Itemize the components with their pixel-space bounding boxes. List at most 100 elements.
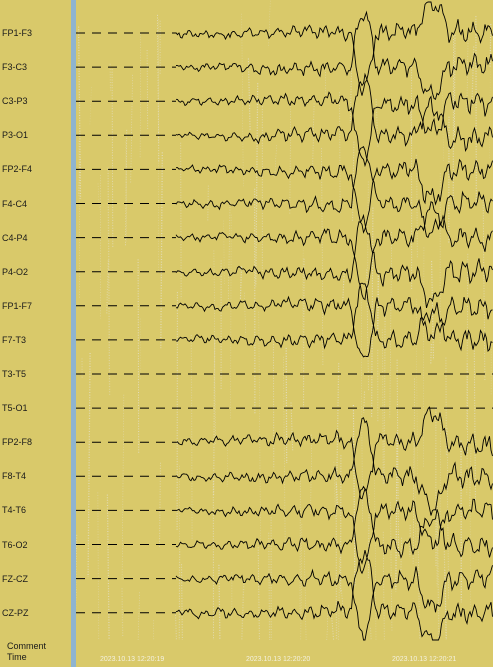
noise-stripe (138, 259, 139, 453)
noise-stripe (275, 145, 277, 177)
noise-stripe (256, 83, 258, 286)
noise-stripe (269, 1, 271, 48)
timestamp-1: 2023.10.13 12:20:19 (100, 656, 164, 663)
noise-stripe (368, 182, 369, 298)
noise-stripe (440, 412, 441, 518)
channel-label[interactable]: T4-T6 (2, 505, 26, 515)
channel-label[interactable]: T3-T5 (2, 369, 26, 379)
noise-stripe (158, 15, 159, 162)
noise-stripe (79, 141, 80, 298)
noise-stripe (76, 535, 77, 640)
noise-stripe (431, 344, 432, 365)
noise-stripe (219, 565, 220, 640)
eeg-trace-layer (76, 2, 493, 640)
noise-stripe (372, 208, 373, 418)
channel-label[interactable]: C3-P3 (2, 96, 28, 106)
noise-stripe (474, 351, 475, 500)
noise-stripe (286, 348, 287, 463)
channel-label[interactable]: F8-T4 (2, 471, 26, 481)
timestamp-2: 2023.10.13 12:20:20 (246, 656, 310, 663)
channel-label[interactable]: P3-O1 (2, 130, 28, 140)
noise-stripe (337, 363, 339, 480)
noise-stripe (147, 50, 148, 130)
noise-stripe (181, 143, 182, 299)
channel-label[interactable]: FP1-F7 (2, 301, 32, 311)
eeg-trace (176, 74, 493, 150)
noise-stripe (302, 248, 304, 377)
channel-label[interactable]: FP2-F8 (2, 437, 32, 447)
noise-stripe (290, 106, 291, 215)
eeg-plot-area[interactable]: 2023.10.13 12:20:19 2023.10.13 12:20:20 … (76, 0, 493, 667)
noise-stripe (269, 533, 270, 640)
noise-stripe (138, 592, 140, 640)
noise-stripe (79, 27, 81, 199)
noise-stripe (384, 313, 385, 484)
noise-stripe (140, 34, 141, 159)
noise-stripe (472, 47, 474, 107)
noise-stripe (231, 215, 232, 419)
channel-label[interactable]: FZ-CZ (2, 574, 28, 584)
eeg-trace (176, 550, 493, 640)
eeg-trace (176, 297, 493, 357)
channel-label[interactable]: F3-C3 (2, 62, 27, 72)
noise-stripe (350, 65, 351, 123)
noise-stripe (122, 395, 124, 580)
channel-label[interactable]: F4-C4 (2, 199, 27, 209)
noise-stripe (371, 628, 372, 640)
noise-stripe (259, 312, 261, 543)
noise-stripe (90, 87, 92, 125)
noise-stripe (131, 75, 133, 184)
timestamp-3: 2023.10.13 12:20:21 (392, 656, 456, 663)
channel-label[interactable]: FP2-F4 (2, 164, 32, 174)
channel-label[interactable]: CZ-PZ (2, 608, 29, 618)
channel-label-column: FP1-F3 F3-C3 C3-P3 P3-O1 FP2-F4 F4-C4 C4-P4 P4-… (0, 0, 70, 667)
noise-stripe (224, 221, 225, 285)
noise-stripe (490, 48, 491, 159)
eeg-trace (176, 12, 493, 99)
noise-stripe (311, 435, 312, 514)
noise-stripe (444, 551, 446, 640)
eeg-trace (176, 202, 493, 300)
noise-stripe (342, 590, 344, 615)
noise-stripe (396, 433, 397, 592)
noise-stripe (258, 547, 259, 640)
channel-label[interactable]: T6-O2 (2, 540, 28, 550)
noise-stripe (242, 581, 244, 640)
eeg-trace (176, 565, 493, 640)
noise-stripe (248, 59, 250, 131)
noise-stripe (413, 379, 415, 564)
eeg-trace (176, 2, 493, 96)
noise-stripe (98, 183, 99, 209)
noise-stripe (423, 247, 424, 466)
noise-stripe (291, 403, 293, 451)
noise-stripe (454, 35, 455, 135)
eeg-trace (176, 283, 493, 351)
eeg-waveform-canvas: 2023.10.13 12:20:19 2023.10.13 12:20:20 … (76, 0, 493, 667)
noise-stripe (108, 168, 110, 395)
channel-label[interactable]: F7-T3 (2, 335, 26, 345)
noise-stripe (390, 502, 392, 630)
noise-stripe (182, 564, 183, 640)
noise-stripe (416, 299, 417, 494)
eeg-trace (176, 92, 493, 165)
noise-stripe (161, 152, 163, 348)
noise-stripe (390, 232, 392, 417)
channel-label[interactable]: T5-O1 (2, 403, 28, 413)
noise-stripe (343, 274, 344, 301)
channel-label[interactable]: FP1-F3 (2, 28, 32, 38)
noise-stripe (339, 558, 340, 640)
noise-stripe (490, 24, 491, 67)
noise-stripe (375, 480, 376, 640)
time-row-label: Time (7, 652, 27, 662)
channel-label[interactable]: C4-P4 (2, 233, 28, 243)
noise-stripe (382, 329, 383, 484)
noise-stripe (88, 353, 90, 577)
noise-stripe (214, 340, 215, 495)
noise-stripe (112, 69, 113, 248)
noise-stripe (364, 392, 365, 413)
noise-stripe (107, 495, 109, 640)
noise-stripe (228, 202, 230, 308)
noise-stripe (322, 148, 323, 366)
channel-label[interactable]: P4-O2 (2, 267, 28, 277)
comment-row-label: Comment (7, 641, 46, 651)
